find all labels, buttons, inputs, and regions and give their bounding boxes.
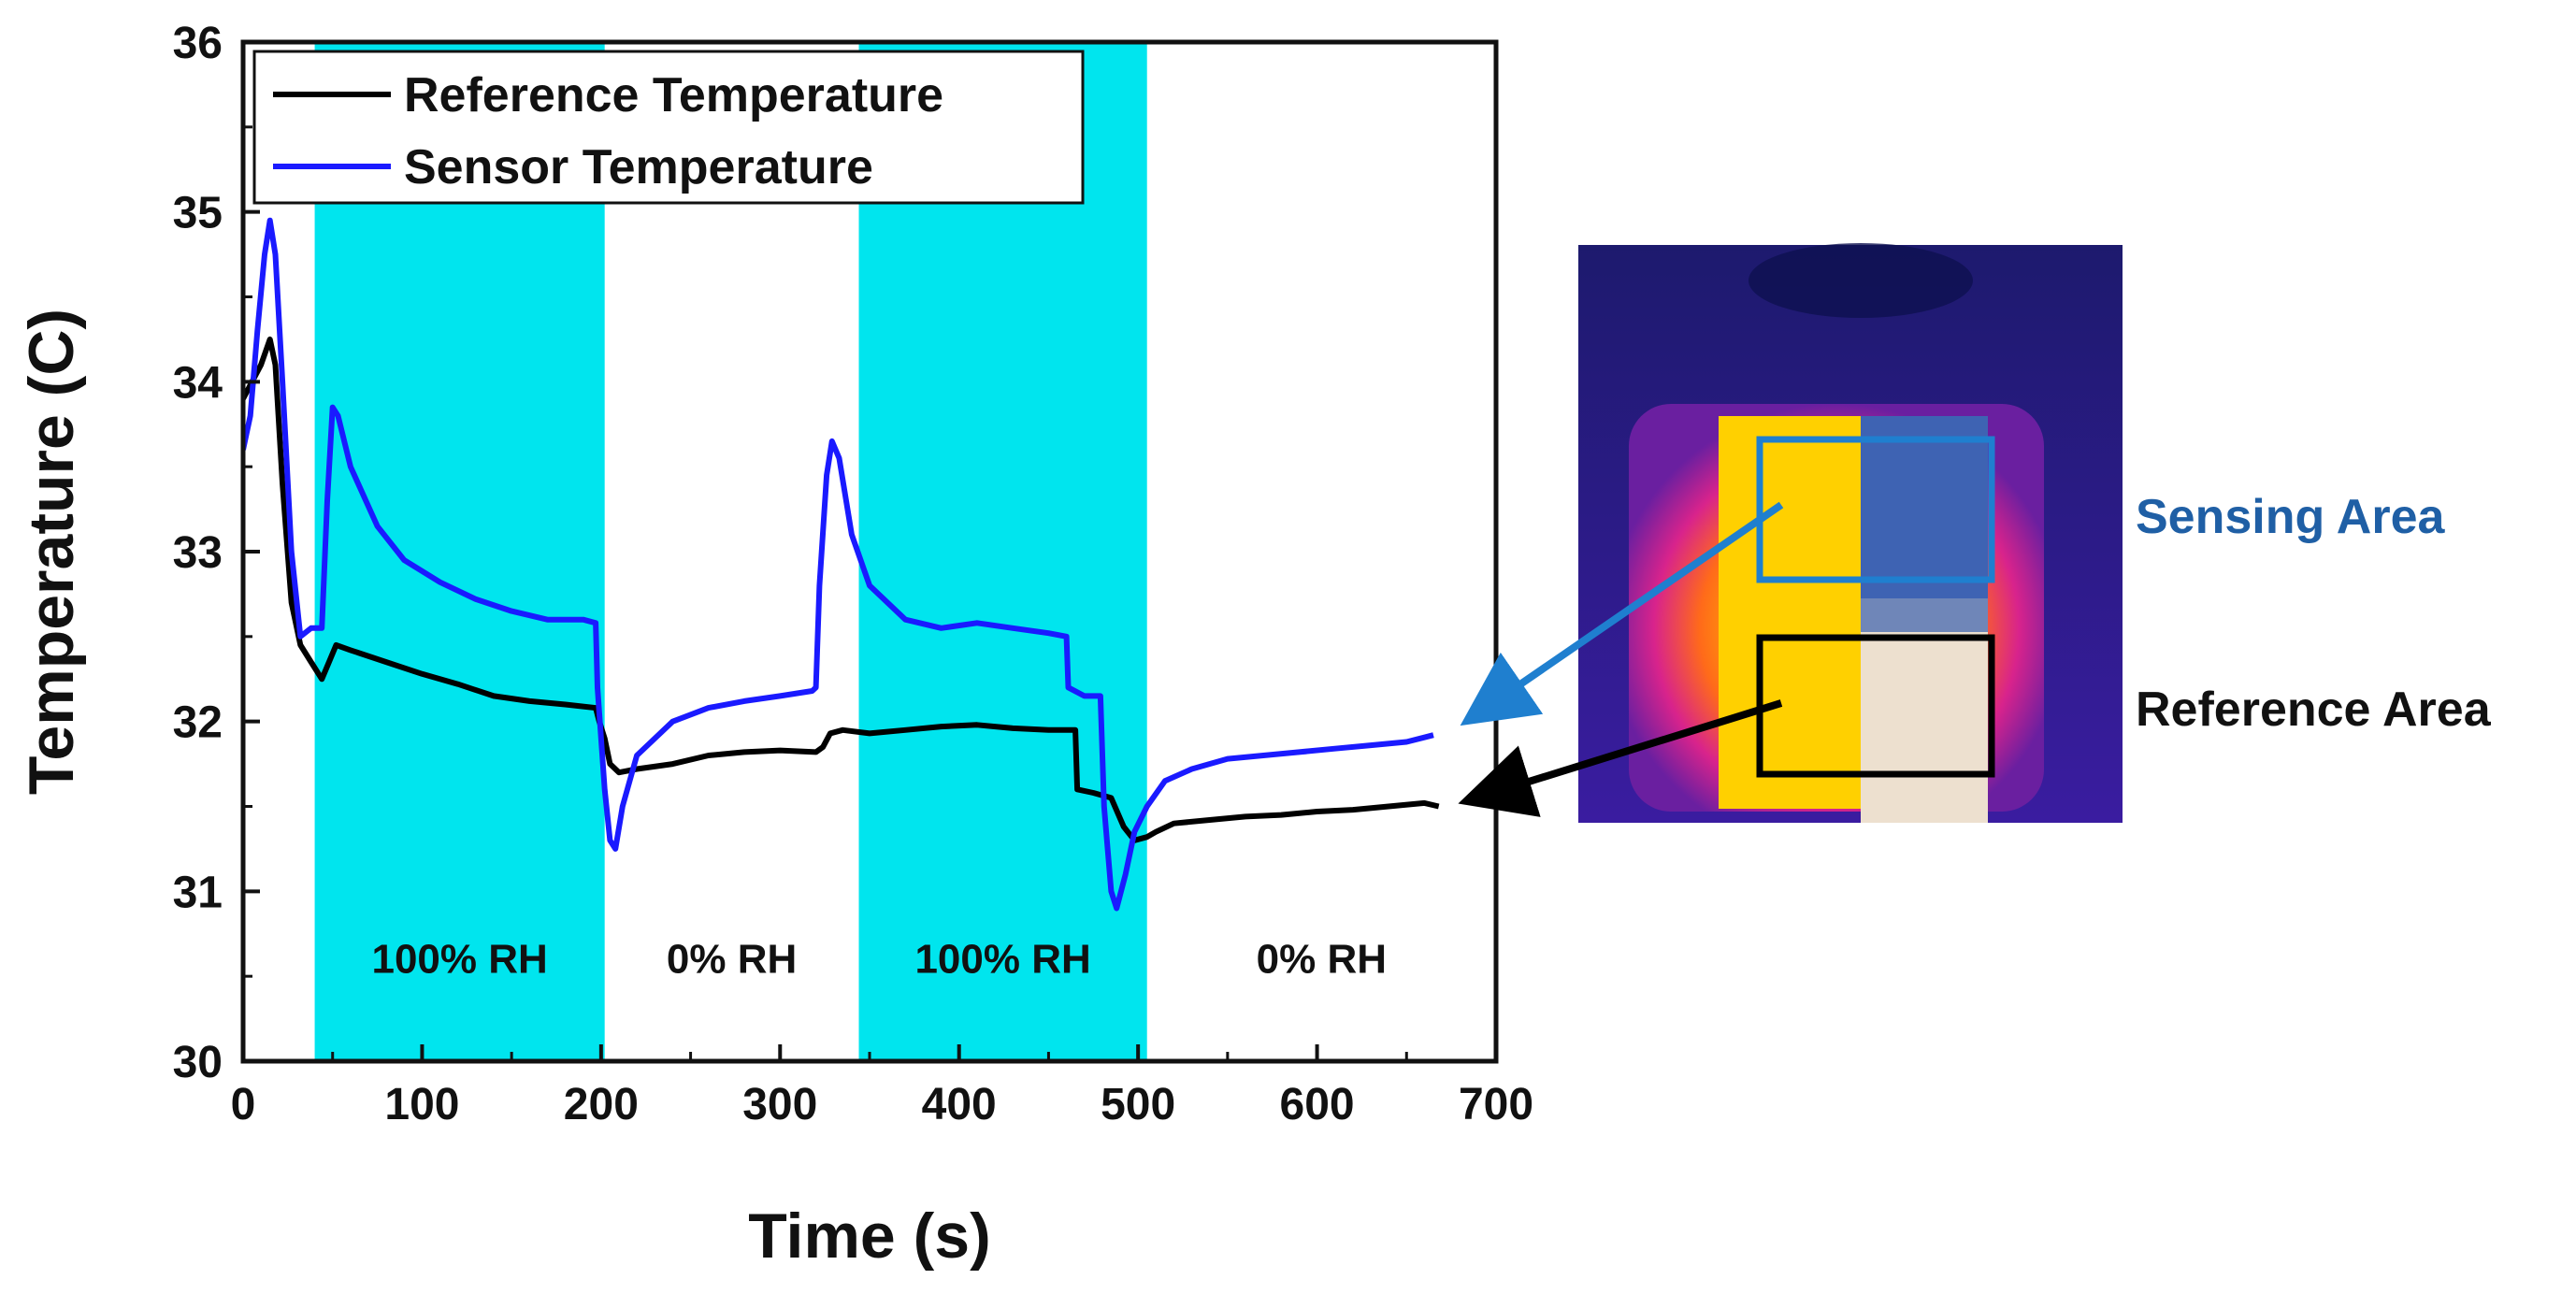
thermal-image (1578, 243, 2123, 823)
y-tick-label: 35 (173, 189, 223, 238)
series-layer (243, 217, 1440, 912)
y-tick-label: 30 (173, 1038, 223, 1087)
y-tick-label: 34 (173, 358, 223, 408)
reference-arrow (1458, 699, 1783, 817)
thermal-sensor-strip (1861, 416, 1988, 631)
y-axis: 30 31 32 33 34 35 36 (173, 19, 260, 1087)
x-tick-label: 500 (1101, 1080, 1175, 1129)
sensing-area-box (1756, 436, 1995, 583)
y-tick-label: 31 (173, 868, 223, 917)
band-label-0: 100% RH (371, 937, 547, 983)
band-label-3: 0% RH (1257, 937, 1387, 983)
y-tick-label: 36 (173, 19, 223, 68)
sensing-arrow (1460, 501, 1784, 726)
y-tick-label: 32 (173, 698, 223, 748)
thermal-top-shadow (1749, 243, 1973, 318)
y-axis-title: Temperature (C) (16, 309, 87, 795)
series-line-reference (243, 336, 1440, 843)
legend: Reference Temperature Sensor Temperature (252, 50, 1085, 205)
legend-box (252, 50, 1085, 205)
x-tick-label: 300 (742, 1080, 817, 1129)
humidity-bands (314, 42, 1147, 1061)
series-line-sensor (243, 217, 1434, 912)
x-tick-label: 0 (231, 1080, 256, 1129)
y-tick-label: 33 (173, 528, 223, 578)
x-tick-label: 600 (1280, 1080, 1355, 1129)
humidity-band-labels: 100% RH 0% RH 100% RH 0% RH (371, 937, 1387, 983)
legend-label-reference: Reference Temperature (404, 68, 943, 122)
x-tick-label: 400 (922, 1080, 997, 1129)
sensing-area-label: Sensing Area (2136, 490, 2445, 544)
thermal-reference-strip (1861, 632, 1988, 823)
reference-area-label: Reference Area (2136, 683, 2492, 737)
x-tick-label: 700 (1459, 1080, 1533, 1129)
thermal-sensor-strip-edge (1861, 598, 1988, 632)
x-tick-label: 200 (564, 1080, 639, 1129)
x-axis-title: Time (s) (748, 1201, 990, 1272)
band-0 (314, 42, 605, 1061)
band-label-1: 0% RH (667, 937, 797, 983)
band-label-2: 100% RH (914, 937, 1090, 983)
x-axis: 0 100 200 300 400 500 600 700 (231, 1044, 1533, 1129)
band-2 (858, 42, 1147, 1061)
thermal-yellow-core (1719, 416, 1870, 809)
legend-label-sensor: Sensor Temperature (404, 140, 873, 194)
x-tick-label: 100 (384, 1080, 459, 1129)
